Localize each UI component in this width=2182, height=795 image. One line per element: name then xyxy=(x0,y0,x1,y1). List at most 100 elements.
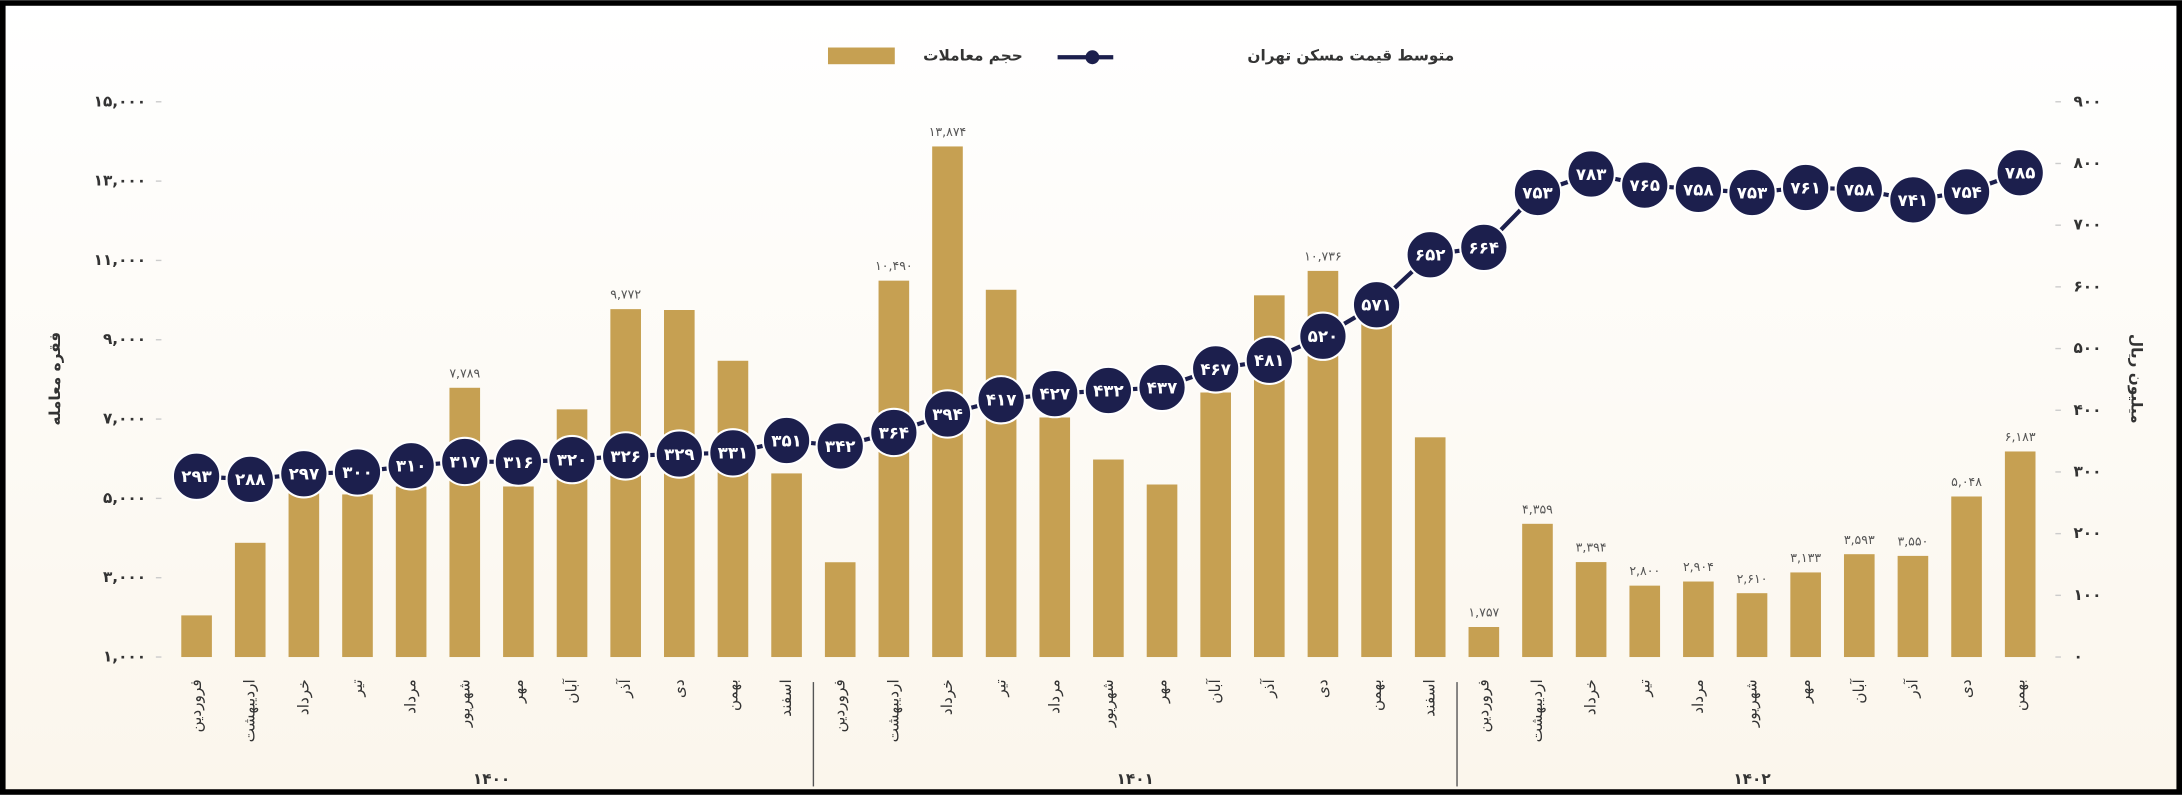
x-tick-label: تیر xyxy=(992,679,1010,697)
point-value-label: ۴۲۷ xyxy=(1039,384,1070,403)
point-value-label: ۷۵۳ xyxy=(1737,183,1768,202)
y2-tick-label: ۷۰۰ xyxy=(2073,216,2101,234)
point-value-label: ۳۱۷ xyxy=(449,452,480,471)
point-value-label: ۳۱۰ xyxy=(396,457,427,476)
x-tick-label: مهر xyxy=(509,679,528,704)
line-marker xyxy=(708,428,758,478)
point-value-label: ۴۳۲ xyxy=(1093,381,1124,400)
y-tick-label: ۱,۰۰۰ xyxy=(103,648,146,666)
line-marker xyxy=(654,429,705,479)
x-tick-label: آذر xyxy=(616,679,634,699)
group-label: ۱۴۰۰ xyxy=(473,770,510,788)
line-marker xyxy=(815,421,865,471)
bar xyxy=(664,310,695,658)
bar-value-label: ۷,۷۸۹ xyxy=(449,365,480,380)
point-value-label: ۴۸۱ xyxy=(1254,351,1285,370)
bar xyxy=(1200,392,1231,658)
x-tick-label: فروردین xyxy=(187,679,205,732)
point-value-label: ۴۳۷ xyxy=(1147,378,1178,397)
x-tick-label: شهریور xyxy=(455,679,474,728)
point-value-label: ۳۶۴ xyxy=(879,423,910,442)
y-tick-label: ۱۳,۰۰۰ xyxy=(94,172,147,190)
line-marker xyxy=(761,415,812,466)
y2-tick-label: ۹۰۰ xyxy=(2073,92,2101,110)
bar xyxy=(824,562,856,658)
line-marker xyxy=(1941,167,1992,217)
bar-value-label: ۳,۳۹۴ xyxy=(1576,540,1607,555)
bar xyxy=(449,387,481,658)
point-value-label: ۲۹۷ xyxy=(289,465,320,484)
line-marker xyxy=(1780,162,1831,213)
bar xyxy=(1146,484,1178,658)
y2-tick-label: ۲۰۰ xyxy=(2073,524,2101,542)
x-tick-label: مرداد xyxy=(1689,679,1707,714)
bar-value-label: ۲,۶۱۰ xyxy=(1737,571,1768,586)
bar xyxy=(1683,581,1714,658)
x-tick-label: بهمن xyxy=(723,679,742,711)
y2-tick-label: ۶۰۰ xyxy=(2073,277,2101,295)
bar xyxy=(771,473,802,658)
bar-value-label: ۱,۷۵۷ xyxy=(1468,605,1499,620)
y2-tick-label: ۱۰۰ xyxy=(2073,586,2101,604)
point-value-label: ۵۲۰ xyxy=(1308,327,1339,346)
bar xyxy=(288,487,320,658)
line-marker xyxy=(225,454,275,505)
bar-value-label: ۳,۱۳۳ xyxy=(1790,550,1821,565)
line-marker xyxy=(869,407,919,458)
x-tick-label: خرداد xyxy=(294,679,312,715)
bar xyxy=(1361,320,1392,658)
y2-tick-label: ۳۰۰ xyxy=(2073,462,2101,480)
legend-label: متوسط قیمت مسکن تهران xyxy=(1247,46,1454,64)
point-value-label: ۳۵۱ xyxy=(771,431,802,450)
point-value-label: ۷۶۵ xyxy=(1629,176,1660,195)
line-marker xyxy=(1244,335,1295,385)
bar xyxy=(1897,555,1929,658)
bar xyxy=(878,280,910,658)
point-value-label: ۷۵۴ xyxy=(1951,183,1982,202)
y2-tick-label: ۰ xyxy=(2073,648,2082,666)
point-value-label: ۳۹۴ xyxy=(932,405,963,424)
line-marker xyxy=(1083,365,1134,416)
line-marker xyxy=(547,434,597,485)
point-value-label: ۴۱۷ xyxy=(986,391,1017,410)
line-marker xyxy=(922,389,973,439)
bar-value-label: ۵,۰۴۸ xyxy=(1951,474,1982,489)
y-tick-label: ۷,۰۰۰ xyxy=(103,410,146,428)
line-marker xyxy=(279,449,329,499)
point-value-label: ۷۵۳ xyxy=(1522,183,1553,202)
point-value-label: ۵۷۱ xyxy=(1361,296,1392,315)
line-marker xyxy=(1620,160,1670,210)
line-marker xyxy=(386,441,436,491)
point-value-label: ۲۸۸ xyxy=(235,470,266,489)
point-value-label: ۷۵۸ xyxy=(1683,180,1714,199)
x-tick-label: مهر xyxy=(1796,679,1815,704)
bar xyxy=(985,289,1017,658)
bar xyxy=(1414,437,1446,658)
y2-tick-label: ۵۰۰ xyxy=(2073,339,2101,357)
line-marker xyxy=(1298,311,1348,361)
legend-label: حجم معاملات xyxy=(923,46,1023,64)
line-marker xyxy=(1834,164,1884,215)
x-tick-label: آذر xyxy=(1260,679,1278,699)
point-value-label: ۶۶۴ xyxy=(1469,238,1500,257)
y2-tick-label: ۸۰۰ xyxy=(2073,154,2101,172)
x-tick-label: اسفند xyxy=(1421,679,1439,716)
y-tick-label: ۵,۰۰۰ xyxy=(103,489,146,507)
bar xyxy=(1575,562,1607,658)
bar-value-label: ۹,۷۷۲ xyxy=(610,287,641,302)
line-marker xyxy=(1673,164,1724,215)
line-marker xyxy=(1566,149,1616,199)
bar xyxy=(717,360,749,658)
y-tick-label: ۱۵,۰۰۰ xyxy=(94,92,147,110)
y-tick-label: ۹,۰۰۰ xyxy=(103,330,146,348)
x-tick-label: اردیبهشت xyxy=(241,679,260,742)
bar-value-label: ۲,۹۰۴ xyxy=(1683,559,1714,574)
x-tick-label: دی xyxy=(1313,679,1331,698)
point-value-label: ۷۸۵ xyxy=(2005,164,2036,183)
x-tick-label: دی xyxy=(670,679,688,698)
line-marker xyxy=(1995,148,2045,198)
x-tick-label: شهریور xyxy=(1743,679,1762,728)
line-marker xyxy=(1190,344,1241,394)
line-marker xyxy=(493,437,544,487)
